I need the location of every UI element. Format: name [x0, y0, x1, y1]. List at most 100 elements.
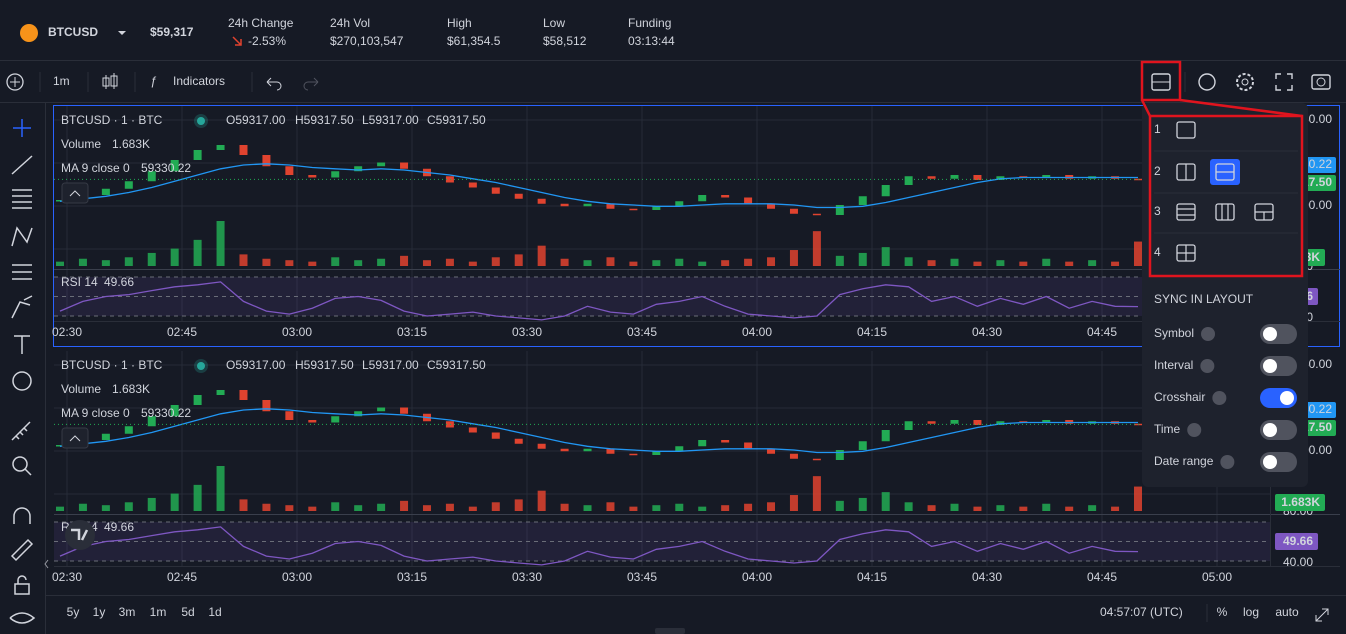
candle-body	[1042, 175, 1051, 178]
candle-body	[629, 453, 638, 456]
volume-bar	[1134, 486, 1142, 511]
zoom-tool[interactable]	[12, 456, 28, 472]
collapse-legend[interactable]	[61, 182, 89, 204]
range-button[interactable]: 5d	[181, 605, 194, 619]
candle-body	[744, 197, 753, 204]
candle-body	[560, 448, 569, 452]
volume-bar	[422, 260, 431, 266]
volume-bar	[78, 503, 87, 511]
sidebar-tool[interactable]	[9, 612, 36, 624]
volume-bar	[468, 506, 477, 511]
redo-button[interactable]	[303, 77, 319, 91]
candle-body	[881, 185, 890, 197]
sidebar-tool[interactable]	[11, 295, 33, 319]
volume-bar	[331, 502, 340, 511]
ma-line	[59, 163, 1138, 209]
auto-button[interactable]: auto	[1275, 605, 1299, 619]
sidebar-tool[interactable]	[12, 264, 32, 280]
layout-row-number: 2	[1154, 164, 1161, 178]
ma-line	[59, 408, 1138, 454]
volume-bar	[1111, 261, 1120, 266]
sidebar-tool[interactable]	[13, 119, 31, 137]
range-button[interactable]: 5y	[67, 605, 80, 619]
candle-body	[468, 182, 477, 188]
rsi-line	[59, 281, 1139, 321]
sidebar-tool[interactable]	[14, 335, 30, 354]
info-icon	[1187, 423, 1202, 437]
undo-button[interactable]	[266, 77, 282, 91]
layout-option[interactable]	[1176, 121, 1196, 139]
candle-body	[262, 155, 271, 167]
volume-bar	[308, 261, 317, 266]
candle-body	[331, 416, 340, 423]
ohlc-value: O59317.00	[226, 113, 286, 127]
sidebar-tool[interactable]	[11, 421, 31, 441]
candle-body	[445, 176, 454, 183]
interval-button[interactable]: 1m	[53, 74, 70, 88]
sidebar-tool[interactable]	[14, 575, 30, 595]
candle-body	[193, 395, 202, 405]
candle-body	[583, 448, 592, 452]
sidebar-tool[interactable]	[13, 507, 31, 524]
candle-body	[514, 438, 523, 444]
symbol-dropdown[interactable]	[118, 31, 126, 35]
rsi-value: 49.66	[104, 275, 134, 289]
candle-body	[491, 187, 500, 194]
add-button[interactable]	[6, 73, 24, 91]
sidebar-tool[interactable]	[11, 155, 33, 175]
range-button[interactable]: 3m	[119, 605, 136, 619]
volume-bar	[675, 503, 684, 511]
candle-body	[239, 390, 248, 400]
volume-bar	[170, 493, 179, 511]
screenshot-button[interactable]	[1311, 74, 1331, 90]
time-label: 03:45	[627, 325, 657, 339]
log-button[interactable]: log	[1243, 605, 1259, 619]
candle-body	[881, 430, 890, 442]
percent-button[interactable]: %	[1217, 605, 1228, 619]
time-label: 03:30	[512, 570, 542, 584]
sidebar-tool[interactable]	[12, 189, 32, 209]
volume-bar	[789, 495, 798, 511]
volume-bar	[789, 250, 798, 266]
last-price: $59,317	[150, 25, 194, 39]
indicators-button[interactable]: Indicators	[173, 74, 225, 88]
volume-bar	[560, 258, 569, 266]
sidebar-tool[interactable]	[10, 538, 34, 562]
candle-body	[170, 405, 179, 417]
range-button[interactable]: 1m	[150, 605, 167, 619]
range-button[interactable]: 1y	[93, 605, 106, 619]
stat-label: 24h Vol	[330, 16, 370, 30]
collapse-sidebar[interactable]	[44, 559, 49, 569]
volume-bar	[1065, 261, 1074, 266]
range-button[interactable]: 1d	[208, 605, 221, 619]
time-label: 03:30	[512, 325, 542, 339]
volume-bar	[377, 503, 386, 511]
time-label: 04:00	[742, 325, 772, 339]
volume-bar	[308, 506, 317, 511]
volume-bar	[216, 466, 225, 511]
fullscreen-button[interactable]	[1275, 73, 1293, 91]
volume-bar	[950, 503, 959, 511]
candle-body	[400, 407, 409, 414]
expand-button[interactable]	[1315, 608, 1329, 622]
collapse-chevron	[69, 190, 81, 197]
candle-type-button[interactable]	[102, 73, 118, 89]
volume-bar	[1088, 260, 1097, 266]
layout-option[interactable]	[1176, 203, 1196, 221]
collapse-legend[interactable]	[61, 427, 89, 449]
time-label: 03:00	[282, 325, 312, 339]
layout-option[interactable]	[1215, 203, 1235, 221]
layout-option-split	[1177, 245, 1195, 261]
highlight-button	[1140, 60, 1182, 102]
settings-button[interactable]	[1236, 73, 1254, 91]
volume-bar	[904, 502, 913, 511]
volume-bar	[698, 506, 707, 511]
volume-bar	[1134, 241, 1142, 266]
replay-button[interactable]	[1198, 73, 1216, 91]
sidebar-tool[interactable]	[11, 226, 33, 247]
emoji-tool[interactable]	[12, 371, 32, 391]
time-label: 02:45	[167, 570, 197, 584]
highlight-connector	[1140, 98, 1303, 118]
ma-value: 59330.22	[141, 161, 191, 175]
candle-body	[216, 145, 225, 150]
